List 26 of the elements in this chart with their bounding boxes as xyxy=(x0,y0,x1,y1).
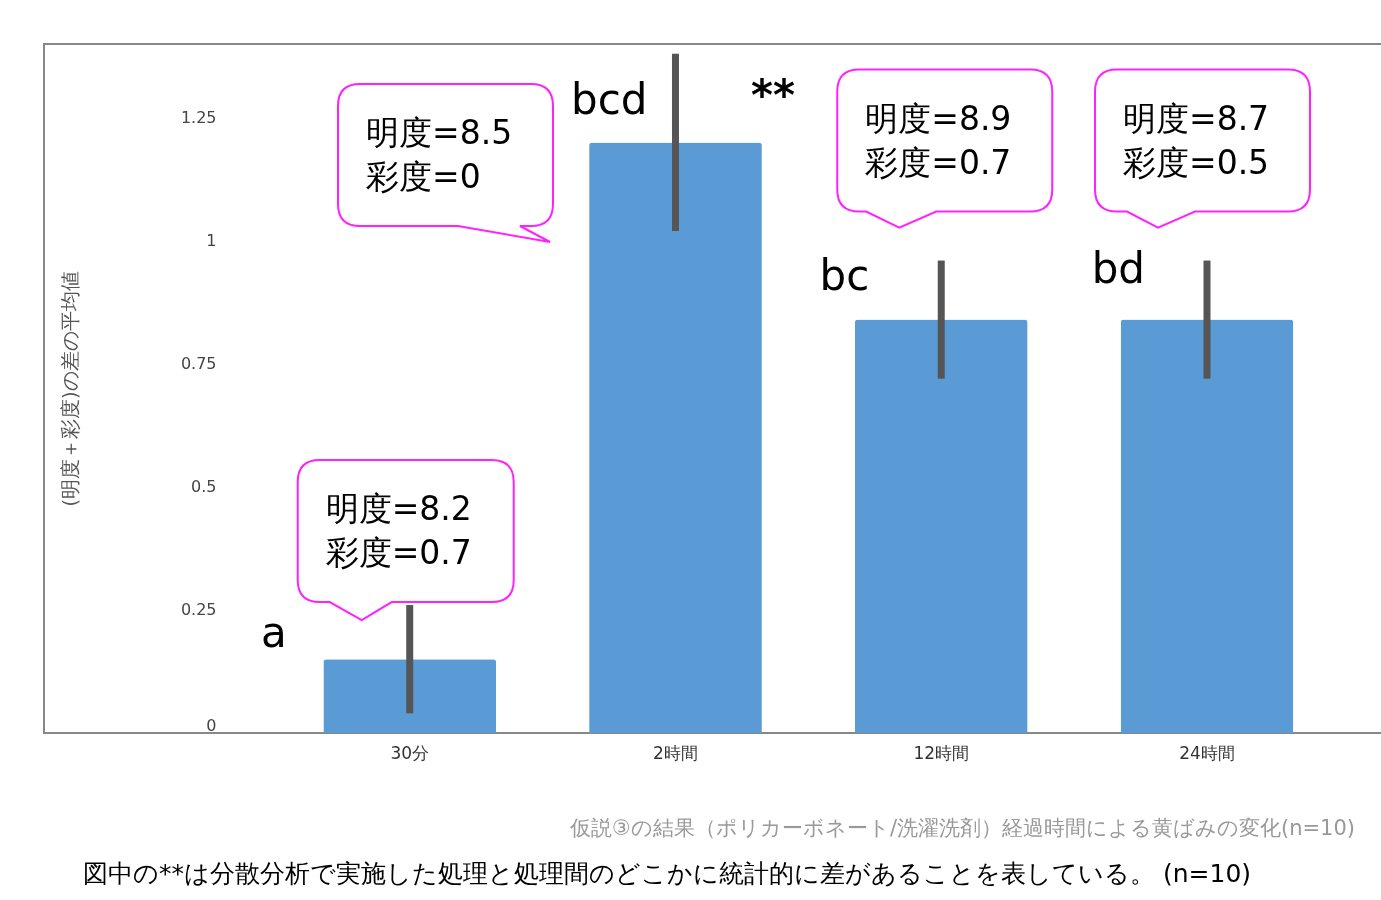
y-tick-label: 0.5 xyxy=(191,477,217,497)
y-tick-label: 0.75 xyxy=(180,354,217,374)
y-tick-label: 1.25 xyxy=(180,108,217,128)
x-tick-label: 30分 xyxy=(390,742,430,763)
bar xyxy=(589,142,762,733)
y-tick-label: 1 xyxy=(206,231,217,251)
y-tick-label: 0.25 xyxy=(180,600,217,620)
annotation: 明度=8.2 彩度=0.7 xyxy=(325,489,472,573)
annotation: 明度=8.7 彩度=0.5 xyxy=(1122,98,1270,182)
annotation: bd xyxy=(1091,243,1145,293)
x-tick-label: 2時間 xyxy=(653,742,698,763)
annotation: 明度=8.9 彩度=0.7 xyxy=(865,98,1012,182)
text: 仮説③の結果（ポリカーボネート/洗濯洗剤）経過時間による黄ばみの変化(n=10) xyxy=(569,816,1355,840)
bar xyxy=(854,319,1028,733)
y-axis-title: (明度＋彩度)の差の平均値 xyxy=(57,271,82,507)
y-tick-label: 0 xyxy=(206,715,217,735)
x-tick-label: 24時間 xyxy=(1179,742,1235,763)
text: 図中の**は分散分析で実施した処理と処理間のどこかに統計的に差があることを表している。 (n=10) xyxy=(83,859,1252,888)
bar xyxy=(1120,319,1294,733)
bar xyxy=(323,659,497,733)
annotation: 明度=8.5 彩度=0 xyxy=(366,113,513,196)
annotation: bcd xyxy=(571,75,648,125)
annotation: bc xyxy=(819,250,870,300)
x-tick-label: 12時間 xyxy=(913,742,970,763)
annotation: a xyxy=(260,608,287,658)
annotation: ** xyxy=(751,71,795,120)
